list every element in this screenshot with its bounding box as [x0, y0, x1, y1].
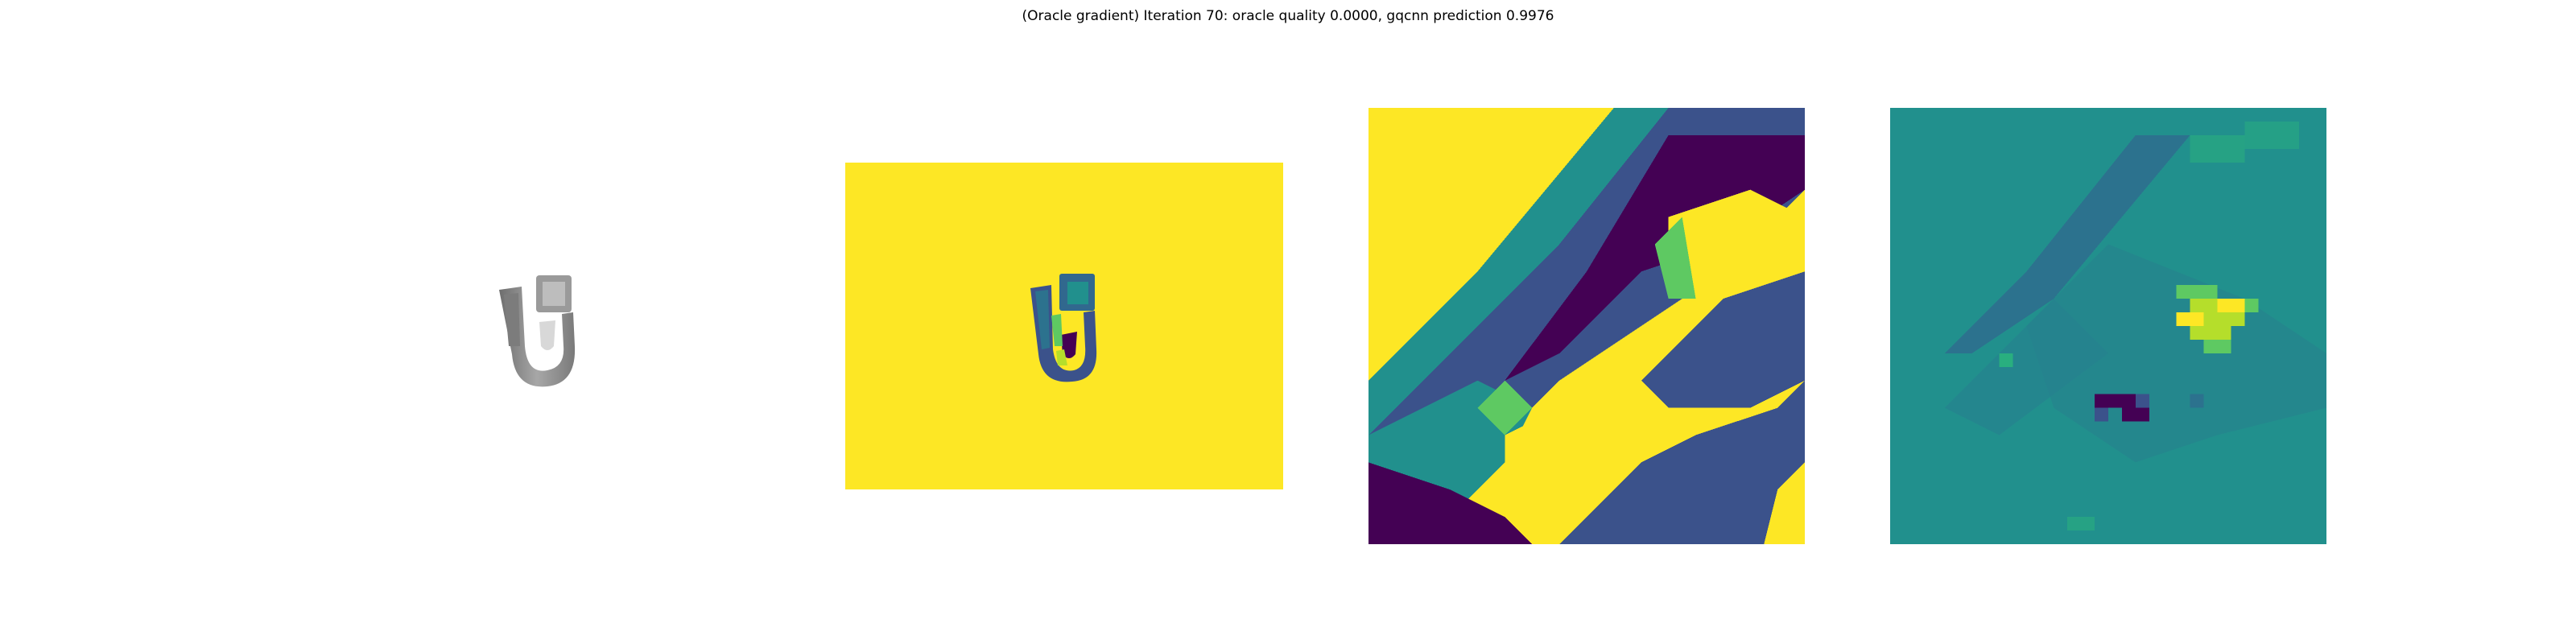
- figure-title: (Oracle gradient) Iteration 70: oracle q…: [1022, 8, 1554, 24]
- depth-image-panel: [845, 163, 1283, 489]
- gradient-map-panel: [1890, 108, 2326, 544]
- rendered-object-panel: [435, 225, 628, 419]
- gradient-map-image: [1890, 108, 2326, 544]
- depth-image: [845, 163, 1283, 489]
- depth-crop-panel: [1368, 108, 1805, 544]
- rendered-object-image: [499, 275, 576, 387]
- depth-crop-image: [1368, 108, 1805, 544]
